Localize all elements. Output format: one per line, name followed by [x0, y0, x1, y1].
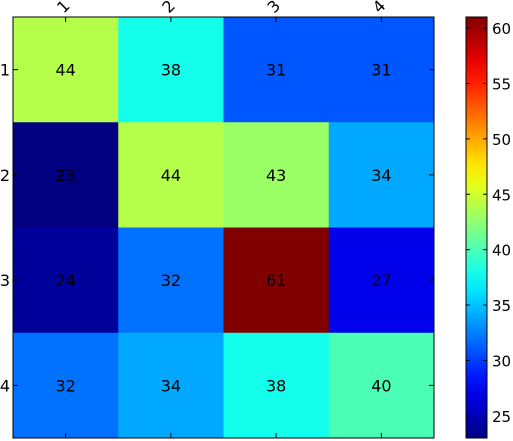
heatmap-cells [13, 17, 435, 439]
y-tick-label: 1 [0, 61, 10, 80]
cell-value-label: 27 [371, 271, 391, 290]
x-tick-label: 4 [369, 0, 390, 17]
y-tick-label: 4 [0, 376, 10, 395]
x-tick-label: 3 [264, 0, 285, 17]
cell-value-label: 32 [161, 271, 181, 290]
colorbar-tick-label: 50 [492, 131, 511, 149]
cell-value-label: 44 [55, 61, 75, 80]
colorbar-tick-label: 40 [492, 242, 511, 260]
cell-value-label: 34 [161, 376, 181, 395]
colorbar-tick-label: 60 [492, 20, 511, 38]
colorbar-tick-label: 55 [492, 75, 511, 93]
colorbar-tick-label: 45 [492, 186, 511, 204]
y-tick-label: 2 [0, 166, 10, 185]
colorbar-tick-label: 25 [492, 408, 511, 426]
cell-value-label: 43 [266, 166, 286, 185]
cell-value-label: 31 [266, 61, 286, 80]
cell-value-label: 44 [161, 166, 181, 185]
cell-value-label: 34 [371, 166, 391, 185]
cell-value-label: 24 [55, 271, 75, 290]
cell-value-label: 32 [55, 376, 75, 395]
colorbar [466, 17, 487, 438]
cell-value-label: 40 [371, 376, 391, 395]
x-tick-label: 2 [158, 0, 179, 17]
cell-value-label: 38 [161, 61, 181, 80]
cell-value-label: 61 [266, 271, 286, 290]
y-tick-label: 3 [0, 271, 10, 290]
cell-value-label: 38 [266, 376, 286, 395]
cell-value-label: 23 [55, 166, 75, 185]
colorbar-tick-label: 35 [492, 297, 511, 315]
x-tick-label: 1 [53, 0, 74, 17]
cell-value-label: 31 [371, 61, 391, 80]
colorbar-tick-label: 30 [492, 352, 511, 370]
